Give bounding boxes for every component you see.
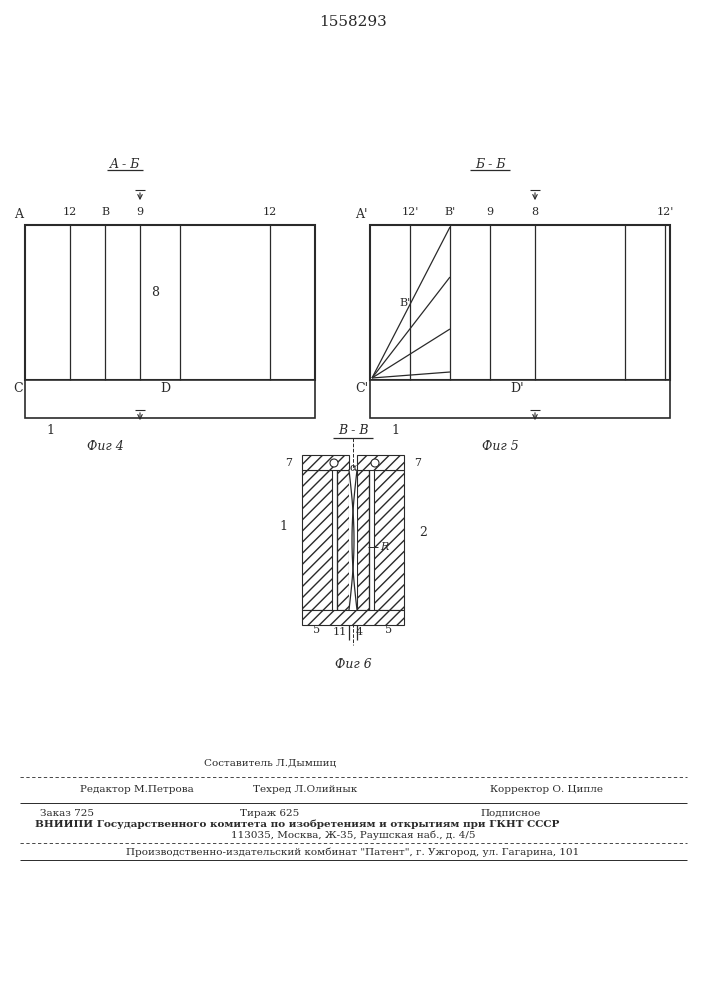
Text: 12': 12' (402, 207, 419, 217)
Text: ВНИИПИ Государственного комитета по изобретениям и открытиям при ГКНТ СССР: ВНИИПИ Государственного комитета по изоб… (35, 819, 559, 829)
Text: Корректор О. Ципле: Корректор О. Ципле (490, 786, 603, 794)
Text: 1: 1 (279, 520, 287, 532)
Text: Техред Л.Олийнык: Техред Л.Олийнык (253, 786, 357, 794)
Text: 9: 9 (486, 207, 493, 217)
Text: Фиг 5: Фиг 5 (481, 440, 518, 452)
Bar (302, 455, 349, 470)
Bar (302, 610, 404, 625)
Bar (25, 380, 315, 418)
Text: 2: 2 (419, 526, 427, 540)
Text: 5: 5 (385, 625, 392, 635)
Bar (370, 380, 670, 418)
Text: 1558293: 1558293 (319, 15, 387, 29)
Text: 7: 7 (285, 458, 292, 468)
Text: C: C (13, 382, 23, 395)
Circle shape (371, 459, 379, 467)
Circle shape (330, 459, 338, 467)
Text: 1: 1 (46, 424, 54, 436)
Text: 4: 4 (356, 627, 363, 637)
Bar (357, 455, 404, 470)
Bar (302, 470, 332, 610)
Text: Производственно-издательский комбинат "Патент", г. Ужгород, ул. Гагарина, 101: Производственно-издательский комбинат "П… (127, 847, 580, 857)
Text: 12': 12' (656, 207, 674, 217)
Bar (357, 470, 369, 610)
Text: Редактор М.Петрова: Редактор М.Петрова (80, 786, 194, 794)
Bar (370, 225, 670, 380)
Text: α: α (349, 463, 357, 473)
Text: A - Б: A - Б (110, 158, 140, 172)
Text: Тираж 625: Тираж 625 (240, 808, 299, 818)
Text: C': C' (355, 382, 368, 395)
Text: A: A (14, 208, 23, 221)
Text: Б - Б: Б - Б (474, 158, 506, 172)
Text: B': B' (399, 298, 411, 308)
Text: 9: 9 (136, 207, 144, 217)
Text: 7: 7 (414, 458, 421, 468)
Bar (349, 470, 357, 610)
Text: 8: 8 (532, 207, 539, 217)
Text: B: B (101, 207, 109, 217)
Text: 8: 8 (151, 286, 159, 300)
Text: Фиг 4: Фиг 4 (87, 440, 124, 452)
Text: D': D' (510, 382, 524, 395)
Text: Фиг 6: Фиг 6 (334, 658, 371, 672)
Bar (337, 470, 349, 610)
Text: Заказ 725: Заказ 725 (40, 808, 94, 818)
Text: Составитель Л.Дымшиц: Составитель Л.Дымшиц (204, 758, 336, 768)
Bar (25, 225, 315, 380)
Text: 12: 12 (263, 207, 277, 217)
Text: 5: 5 (313, 625, 320, 635)
Text: 12: 12 (63, 207, 77, 217)
Text: В - В: В - В (338, 424, 368, 436)
Text: 1: 1 (391, 424, 399, 436)
Text: 113035, Москва, Ж-35, Раушская наб., д. 4/5: 113035, Москва, Ж-35, Раушская наб., д. … (230, 830, 475, 840)
Text: D: D (160, 382, 170, 395)
Bar (374, 470, 404, 610)
Text: B': B' (445, 207, 455, 217)
Text: A': A' (356, 208, 368, 221)
Text: R: R (380, 542, 388, 552)
Text: Подписное: Подписное (480, 808, 540, 818)
Text: 11: 11 (333, 627, 347, 637)
